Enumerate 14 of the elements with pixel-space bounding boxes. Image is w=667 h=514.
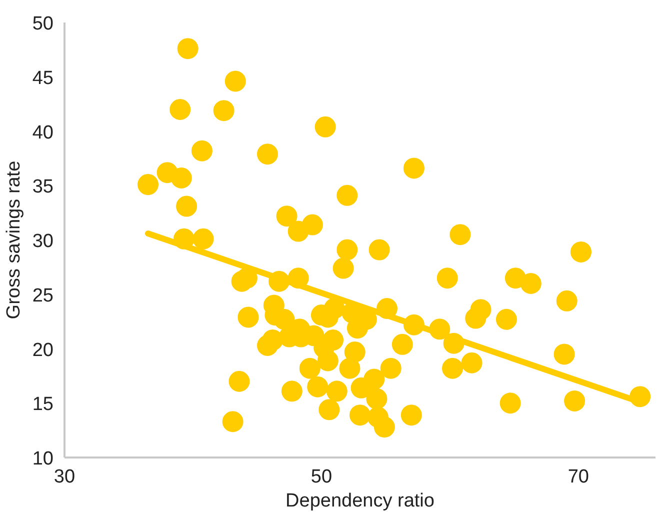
x-tick-label: 30 — [54, 466, 76, 488]
y-tick-label: 10 — [32, 448, 54, 470]
y-tick-label: 20 — [32, 340, 54, 361]
y-tick-label: 25 — [32, 285, 54, 306]
x-axis-title: Dependency ratio — [286, 490, 434, 512]
y-tick-label: 50 — [32, 14, 54, 34]
y-tick-label: 30 — [32, 231, 54, 252]
x-tick-label: 50 — [310, 466, 332, 488]
y-tick-label: 15 — [32, 394, 54, 416]
y-axis-title: Gross savings rate — [3, 160, 24, 320]
x-tick-label: 70 — [568, 466, 589, 488]
y-tick-label: 35 — [32, 176, 54, 198]
y-tick-label: 45 — [32, 68, 54, 89]
y-tick-label: 40 — [32, 122, 54, 144]
